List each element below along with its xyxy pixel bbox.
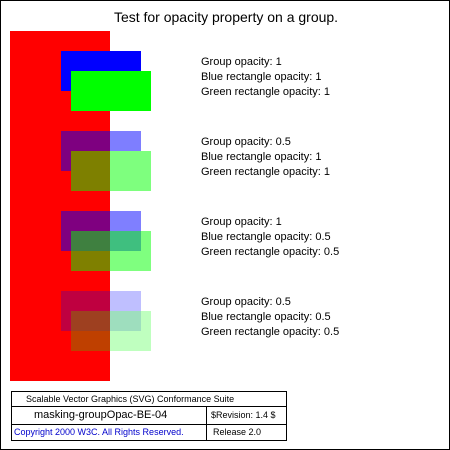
case-label-1: Group opacity: 1 Blue rectangle opacity:… [201, 55, 330, 100]
group-opacity-label: Group opacity: 0.5 [201, 136, 291, 148]
green-opacity-label: Green rectangle opacity: 1 [201, 166, 331, 178]
opacity-group-1 [61, 51, 151, 111]
blue-opacity-label: Blue rectangle opacity: 0.5 [201, 231, 331, 243]
conformance-footer: Scalable Vector Graphics (SVG) Conforman… [11, 391, 287, 441]
green-opacity-label: Green rectangle opacity: 0.5 [201, 326, 340, 338]
opacity-group-4 [61, 291, 151, 351]
green-rectangle [71, 151, 151, 191]
group-opacity-label: Group opacity: 0.5 [201, 296, 291, 308]
opacity-group-2 [61, 131, 151, 191]
group-opacity-label: Group opacity: 1 [201, 56, 282, 68]
case-label-3: Group opacity: 1 Blue rectangle opacity:… [201, 215, 339, 260]
opacity-group-3 [61, 211, 151, 271]
blue-rectangle [61, 291, 141, 331]
page-title: Test for opacity property on a group. [113, 9, 339, 25]
revision-label: $Revision: 1.4 $ [207, 407, 287, 425]
green-opacity-label: Green rectangle opacity: 1 [201, 86, 331, 98]
group-opacity-label: Group opacity: 1 [201, 216, 282, 228]
green-rectangle [71, 231, 151, 271]
green-rectangle [71, 311, 151, 351]
case-label-4: Group opacity: 0.5 Blue rectangle opacit… [201, 295, 339, 340]
test-name: masking-groupOpac-BE-04 [12, 407, 207, 425]
suite-title: Scalable Vector Graphics (SVG) Conforman… [12, 392, 286, 407]
green-opacity-label: Green rectangle opacity: 0.5 [201, 246, 340, 258]
blue-opacity-label: Blue rectangle opacity: 1 [201, 71, 322, 83]
blue-opacity-label: Blue rectangle opacity: 1 [201, 151, 322, 163]
green-rectangle [71, 71, 151, 111]
release-label: Release 2.0 [213, 427, 262, 437]
copyright-notice: Copyright 2000 W3C. All Rights Reserved. [12, 425, 207, 440]
blue-opacity-label: Blue rectangle opacity: 0.5 [201, 311, 331, 323]
case-label-2: Group opacity: 0.5 Blue rectangle opacit… [201, 135, 330, 180]
